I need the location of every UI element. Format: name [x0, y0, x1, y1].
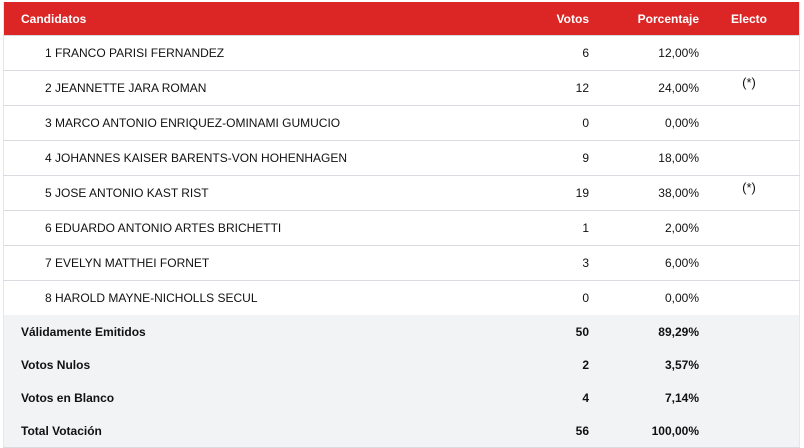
candidate-votos: 0: [499, 105, 589, 141]
candidate-porcentaje: 24,00%: [589, 70, 699, 106]
summary-row: Votos Nulos 2 3,57%: [3, 348, 800, 381]
candidate-electo: [699, 105, 800, 141]
header-votos: Votos: [499, 2, 589, 36]
candidate-row: 1 FRANCO PARISI FERNANDEZ 6 12,00%: [3, 35, 800, 71]
summary-votos: 56: [499, 414, 589, 448]
candidate-porcentaje: 6,00%: [589, 245, 699, 281]
candidate-electo: [699, 280, 800, 315]
candidate-name: 2 JEANNETTE JARA ROMAN: [3, 70, 499, 106]
candidate-votos: 3: [499, 245, 589, 281]
summary-porcentaje: 100,00%: [589, 414, 699, 448]
candidate-name: 1 FRANCO PARISI FERNANDEZ: [3, 35, 499, 71]
candidate-row: 5 JOSE ANTONIO KAST RIST 19 38,00% (*): [3, 175, 800, 211]
candidate-name: 5 JOSE ANTONIO KAST RIST: [3, 175, 499, 211]
candidate-electo: [699, 210, 800, 246]
candidate-votos: 6: [499, 35, 589, 71]
summary-label: Votos Nulos: [3, 348, 499, 381]
candidate-name: 4 JOHANNES KAISER BARENTS-VON HOHENHAGEN: [3, 140, 499, 176]
candidate-electo: [699, 245, 800, 281]
table-header: Candidatos Votos Porcentaje Electo: [3, 2, 800, 36]
candidate-porcentaje: 2,00%: [589, 210, 699, 246]
candidate-electo: [699, 140, 800, 176]
candidate-name: 6 EDUARDO ANTONIO ARTES BRICHETTI: [3, 210, 499, 246]
summary-label: Válidamente Emitidos: [3, 315, 499, 348]
summary-votos: 2: [499, 348, 589, 381]
candidate-porcentaje: 0,00%: [589, 105, 699, 141]
candidate-electo: [699, 35, 800, 71]
summary-label: Total Votación: [3, 414, 499, 448]
summary-porcentaje: 3,57%: [589, 348, 699, 381]
candidate-name: 7 EVELYN MATTHEI FORNET: [3, 245, 499, 281]
candidate-row: 2 JEANNETTE JARA ROMAN 12 24,00% (*): [3, 70, 800, 106]
candidate-porcentaje: 18,00%: [589, 140, 699, 176]
candidate-votos: 1: [499, 210, 589, 246]
candidate-votos: 12: [499, 70, 589, 106]
summary-electo: [699, 381, 800, 414]
header-candidatos: Candidatos: [3, 2, 499, 36]
summary-electo: [699, 414, 800, 448]
candidate-name: 3 MARCO ANTONIO ENRIQUEZ-OMINAMI GUMUCIO: [3, 105, 499, 141]
summary-label: Votos en Blanco: [3, 381, 499, 414]
candidate-row: 7 EVELYN MATTHEI FORNET 3 6,00%: [3, 245, 800, 281]
summary-electo: [699, 348, 800, 381]
summary-porcentaje: 89,29%: [589, 315, 699, 348]
header-porcentaje: Porcentaje: [589, 2, 699, 36]
candidate-row: 6 EDUARDO ANTONIO ARTES BRICHETTI 1 2,00…: [3, 210, 800, 246]
summary-row: Votos en Blanco 4 7,14%: [3, 381, 800, 414]
candidate-votos: 9: [499, 140, 589, 176]
candidate-votos: 19: [499, 175, 589, 211]
candidate-row: 3 MARCO ANTONIO ENRIQUEZ-OMINAMI GUMUCIO…: [3, 105, 800, 141]
candidate-votos: 0: [499, 280, 589, 315]
summary-electo: [699, 315, 800, 348]
summary-votos: 4: [499, 381, 589, 414]
candidate-electo: (*): [699, 70, 800, 106]
results-table: Candidatos Votos Porcentaje Electo 1 FRA…: [3, 2, 800, 448]
summary-votos: 50: [499, 315, 589, 348]
summary-row: Total Votación 56 100,00%: [3, 414, 800, 448]
candidate-porcentaje: 12,00%: [589, 35, 699, 71]
candidate-row: 4 JOHANNES KAISER BARENTS-VON HOHENHAGEN…: [3, 140, 800, 176]
candidate-name: 8 HAROLD MAYNE-NICHOLLS SECUL: [3, 280, 499, 315]
summary-row: Válidamente Emitidos 50 89,29%: [3, 315, 800, 348]
candidate-electo: (*): [699, 175, 800, 211]
candidate-row: 8 HAROLD MAYNE-NICHOLLS SECUL 0 0,00%: [3, 280, 800, 315]
candidate-porcentaje: 38,00%: [589, 175, 699, 211]
candidate-porcentaje: 0,00%: [589, 280, 699, 315]
summary-porcentaje: 7,14%: [589, 381, 699, 414]
header-electo: Electo: [699, 2, 800, 36]
